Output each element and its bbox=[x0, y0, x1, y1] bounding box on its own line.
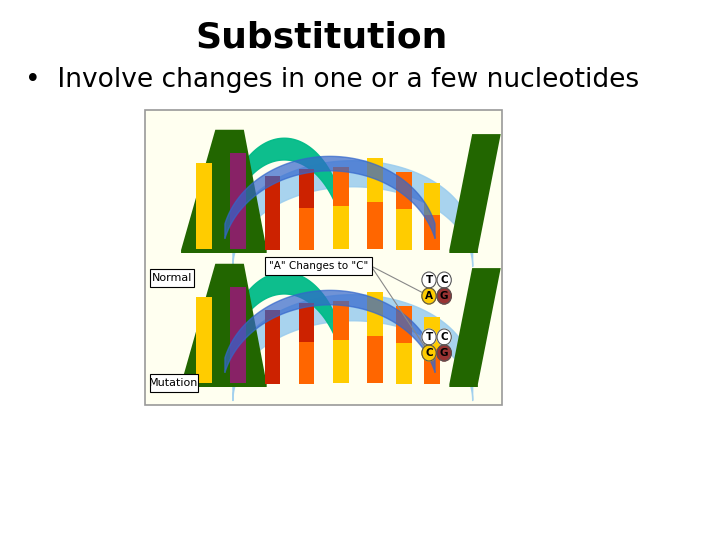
Text: T: T bbox=[426, 275, 433, 285]
Text: C: C bbox=[441, 275, 448, 285]
Bar bbox=[396, 306, 412, 343]
Circle shape bbox=[422, 345, 436, 361]
Bar bbox=[196, 296, 212, 338]
Bar bbox=[230, 199, 246, 249]
Bar bbox=[264, 212, 280, 250]
Bar bbox=[396, 172, 412, 210]
Polygon shape bbox=[449, 134, 500, 253]
Polygon shape bbox=[449, 268, 500, 387]
Text: Substitution: Substitution bbox=[195, 20, 447, 54]
Circle shape bbox=[437, 329, 451, 345]
Text: "A" Changes to "C": "A" Changes to "C" bbox=[269, 261, 368, 271]
Bar bbox=[333, 301, 348, 340]
Bar bbox=[196, 204, 212, 249]
Text: G: G bbox=[440, 348, 449, 358]
Bar bbox=[230, 287, 246, 333]
Bar bbox=[299, 303, 315, 342]
Bar bbox=[299, 208, 315, 249]
Bar bbox=[367, 292, 383, 336]
Text: C: C bbox=[426, 348, 433, 358]
Bar bbox=[367, 158, 383, 202]
FancyBboxPatch shape bbox=[145, 110, 502, 405]
Text: •  Involve changes in one or a few nucleotides: • Involve changes in one or a few nucleo… bbox=[25, 67, 639, 93]
Bar bbox=[230, 153, 246, 199]
Bar bbox=[333, 340, 348, 383]
Circle shape bbox=[437, 272, 451, 288]
Bar bbox=[424, 349, 440, 384]
Bar bbox=[367, 336, 383, 383]
Bar bbox=[230, 333, 246, 383]
Circle shape bbox=[422, 272, 436, 288]
Polygon shape bbox=[181, 264, 266, 387]
FancyBboxPatch shape bbox=[265, 257, 372, 275]
Polygon shape bbox=[181, 130, 266, 253]
Text: Mutation: Mutation bbox=[149, 378, 199, 388]
Text: C: C bbox=[441, 332, 448, 342]
Circle shape bbox=[422, 288, 436, 304]
Circle shape bbox=[422, 329, 436, 345]
Bar bbox=[264, 177, 280, 212]
Bar bbox=[264, 310, 280, 346]
Bar bbox=[196, 338, 212, 383]
Bar bbox=[333, 167, 348, 206]
Text: G: G bbox=[440, 291, 449, 301]
Bar bbox=[299, 342, 315, 383]
Bar bbox=[396, 210, 412, 249]
Circle shape bbox=[437, 345, 451, 361]
Bar bbox=[299, 170, 315, 208]
Bar bbox=[264, 346, 280, 384]
Text: T: T bbox=[426, 332, 433, 342]
Bar bbox=[196, 163, 212, 204]
Text: A: A bbox=[425, 291, 433, 301]
FancyBboxPatch shape bbox=[150, 374, 198, 392]
Text: Normal: Normal bbox=[152, 273, 192, 283]
Bar bbox=[424, 318, 440, 349]
Bar bbox=[367, 202, 383, 249]
Bar bbox=[333, 206, 348, 249]
FancyBboxPatch shape bbox=[150, 269, 194, 287]
Bar bbox=[424, 215, 440, 250]
Bar bbox=[396, 343, 412, 383]
Bar bbox=[424, 184, 440, 215]
Circle shape bbox=[437, 288, 451, 304]
